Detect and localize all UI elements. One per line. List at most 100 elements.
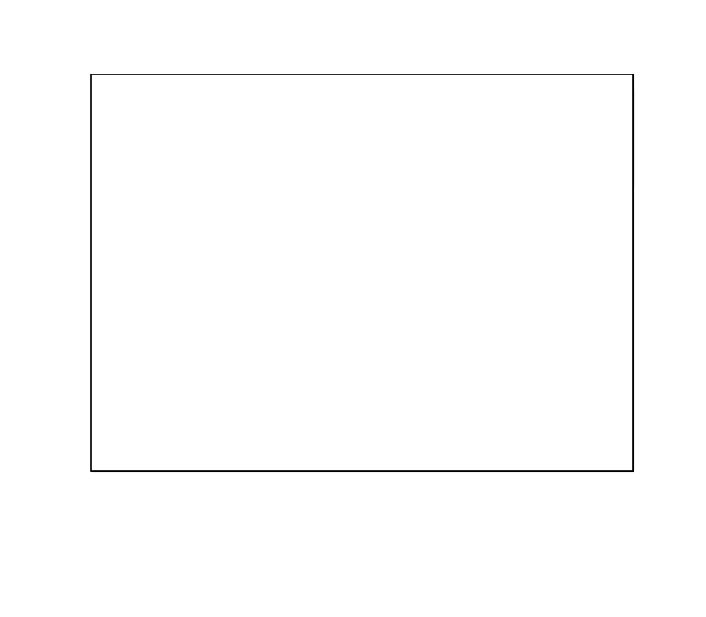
Bar (213, 429, 335, 443)
Bar (335, 89, 633, 186)
Bar (213, 443, 335, 457)
Bar (335, 117, 633, 131)
Bar (149, 186, 213, 242)
Bar (335, 360, 633, 373)
Text: Access to health care: Access to health care (215, 286, 323, 296)
Text: Adams, 1992; Carro et al., 2010: Adams, 1992; Carro et al., 2010 (337, 404, 498, 413)
Bar (149, 270, 213, 332)
Text: References: References (337, 77, 407, 87)
Bar (335, 270, 633, 283)
Text: James et al., 2009; Perez et al., 2001: James et al., 2009; Perez et al., 2001 (337, 230, 523, 240)
Text: Kaitille, 1993; Varady& Carroza, 2000; Baiden et: Kaitille, 1993; Varady& Carroza, 2000; B… (337, 417, 582, 427)
Text: Age: Age (215, 91, 234, 101)
Text: Fang, 2005; Ibem& Aduwo, 2013: Fang, 2005; Ibem& Aduwo, 2013 (337, 458, 501, 469)
Bar (213, 74, 335, 89)
Bar (335, 332, 633, 346)
Bar (335, 131, 633, 145)
Text: Allen, 1991: Allen, 1991 (337, 334, 394, 344)
Text: Social: Social (92, 367, 132, 380)
Bar (213, 103, 335, 117)
Bar (213, 201, 335, 214)
Text: Campbell et al., 1976; Turkoglu, 1997: Campbell et al., 1976; Turkoglu, 1997 (337, 286, 527, 296)
Text: Previous  and  current: Previous and current (215, 106, 326, 115)
Text: Stability               of: Stability of (215, 389, 316, 399)
Text: Satisfaction with living: Satisfaction with living (215, 445, 330, 455)
Bar (90, 332, 213, 415)
Bar (335, 214, 633, 228)
Text: Smith, 2011: 29: Smith, 2011: 29 (337, 216, 417, 226)
Bar (213, 360, 335, 373)
Bar (213, 89, 335, 103)
Bar (335, 256, 633, 270)
Bar (335, 415, 633, 429)
Text: Number of rooms of: Number of rooms of (215, 244, 316, 254)
Bar (90, 443, 213, 471)
Text: General satisfaction: General satisfaction (92, 450, 227, 463)
Text: The number and quality: The number and quality (215, 216, 336, 226)
Bar (213, 256, 335, 270)
Bar (213, 186, 335, 201)
Text: Access   to   shopping: Access to shopping (215, 299, 325, 309)
Bar (213, 373, 335, 387)
Bar (213, 173, 335, 186)
Bar (213, 270, 335, 283)
Text: Satsangi&Kearns,  1992;  Mohit  et  al.,  2010;
Caldieron,  2011;  Kahraman,2013: Satsangi&Kearns, 1992; Mohit et al., 201… (337, 108, 599, 168)
Text: Zannuzdana et al., 2012: Zannuzdana et al., 2012 (337, 362, 460, 371)
Text: Population         and: Population and (215, 230, 316, 240)
Text: Job status: Job status (215, 133, 265, 143)
Bar (213, 131, 335, 145)
Text: Economic: Economic (92, 423, 155, 436)
Text: Parkes et al., 2002; Salleh, 2008; Mohit et al., 2010: Parkes et al., 2002; Salleh, 2008; Mohit… (337, 348, 596, 358)
Bar (90, 89, 213, 186)
Text: Zanuzdana et al., 2012; Ukoha& Beamish, 1997: Zanuzdana et al., 2012; Ukoha& Beamish, … (337, 244, 580, 254)
Bar (335, 401, 633, 415)
Text: Index: Index (215, 77, 249, 87)
Bar (149, 242, 213, 270)
Text: Turkoglu, 1997: Turkoglu, 1997 (337, 317, 412, 326)
Bar (90, 186, 149, 360)
Text: Access   to   training: Access to training (215, 271, 318, 281)
Bar (335, 103, 633, 117)
Text: Varady, 1983: Varady, 1983 (337, 188, 404, 199)
Text: Zanuzdana et al., 2012; Ukoha& Beamish, 1997: Zanuzdana et al., 2012; Ukoha& Beamish, … (337, 258, 580, 268)
Bar (335, 457, 633, 471)
Bar (90, 74, 633, 471)
Text: Smith, 2011: Smith, 2011 (337, 431, 398, 441)
Bar (335, 89, 633, 103)
Text: Decision          upon: Decision upon (215, 458, 316, 469)
Bar (335, 145, 633, 159)
Bar (213, 297, 335, 311)
Text: friends and relatives in: friends and relatives in (215, 334, 331, 344)
Bar (213, 242, 335, 256)
Bar (335, 201, 633, 214)
Text: Individual: Individual (92, 131, 158, 144)
Bar (213, 311, 335, 332)
Bar (213, 457, 335, 471)
Text: Participation         and: Participation and (215, 362, 327, 371)
Text: Education status: Education status (215, 119, 300, 129)
Bar (335, 429, 633, 443)
Text: Physical: Physical (113, 246, 126, 300)
Bar (90, 74, 149, 89)
Bar (213, 346, 335, 360)
Bar (213, 159, 335, 173)
Bar (213, 415, 335, 429)
Bar (335, 228, 633, 242)
Bar (335, 443, 633, 457)
Text: Amerigo&Aragones, 1997; Young et al., 2004: Amerigo&Aragones, 1997; Young et al., 20… (337, 445, 564, 455)
Text: Job opportunities: Job opportunities (215, 431, 301, 441)
Text: type of housing tenure: type of housing tenure (215, 160, 330, 171)
Bar (335, 373, 633, 387)
Bar (335, 74, 633, 89)
Text: road traffic: road traffic (215, 188, 271, 199)
Bar (335, 159, 633, 173)
Bar (335, 186, 633, 201)
Text: perceived    safety    of: perceived safety of (215, 404, 332, 413)
Bar (335, 297, 633, 311)
Bar (335, 346, 633, 360)
Text: Value of residential unit: Value of residential unit (215, 417, 335, 427)
Bar (335, 242, 633, 256)
Bar (213, 228, 335, 242)
Bar (335, 311, 633, 332)
Text: Kasarda& Janowtz, 1974: Kasarda& Janowtz, 1974 (337, 389, 460, 399)
